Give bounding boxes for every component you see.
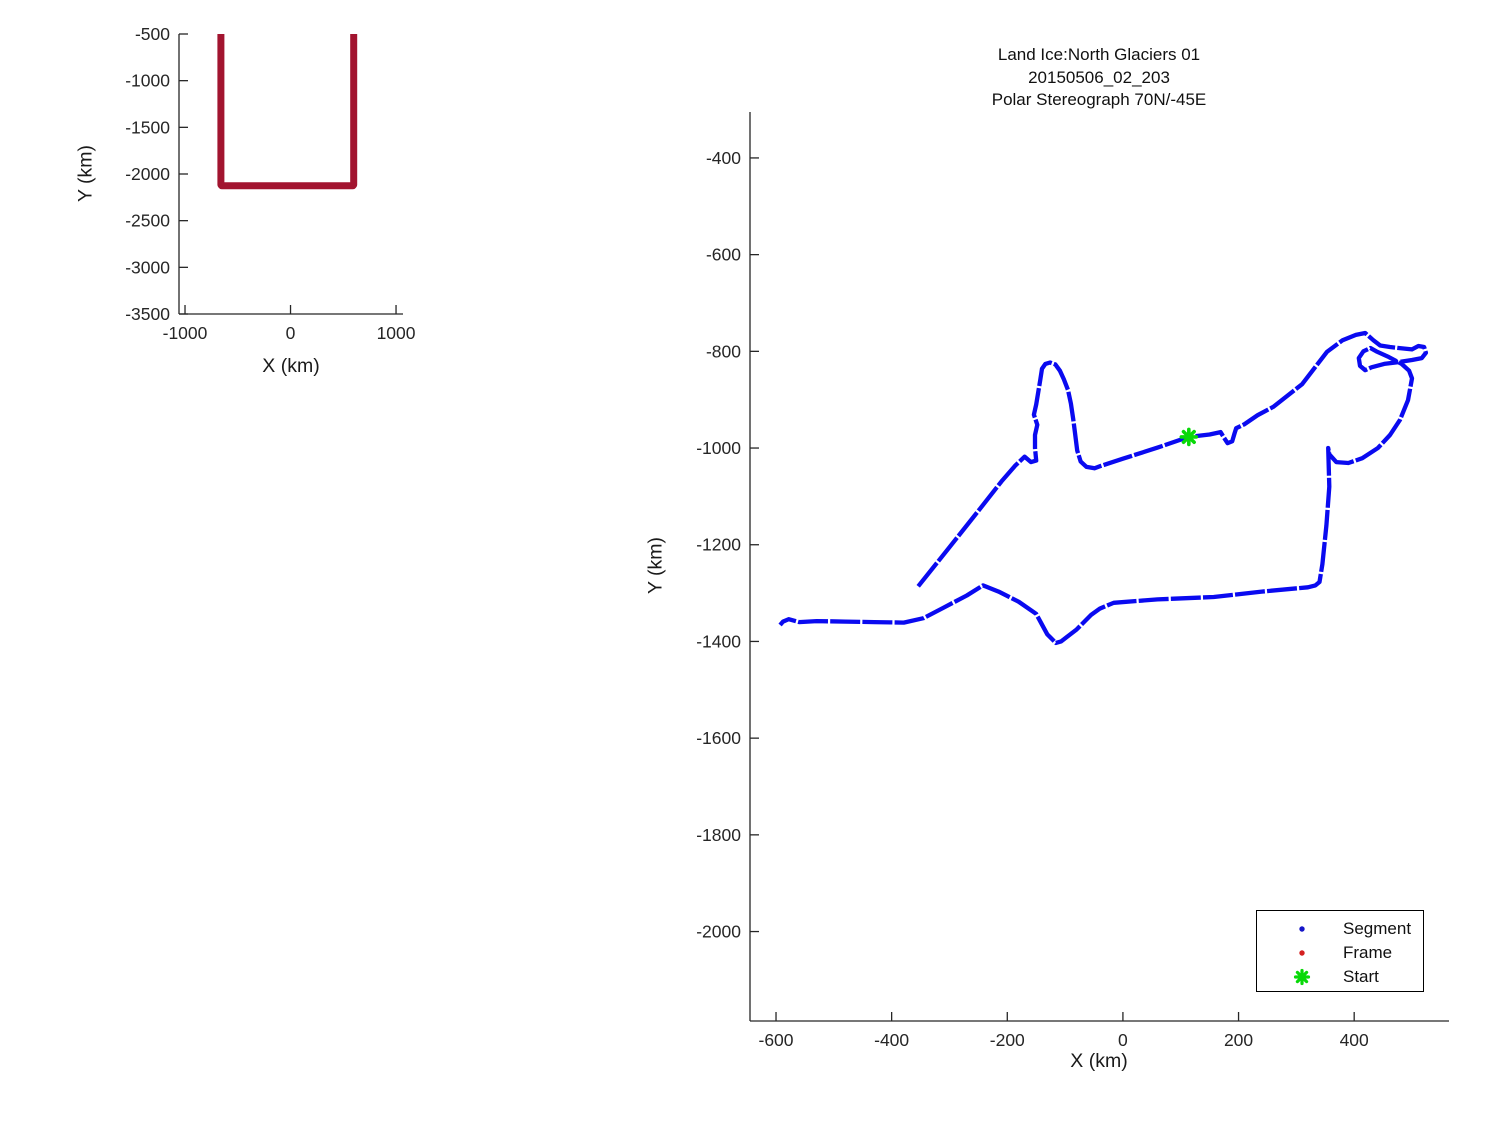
main-plot: -600 -400 -200 0 200 400-400-600-800-1000-120… xyxy=(696,112,1449,1050)
title-line-2: 20150506_02_203 xyxy=(1028,67,1170,87)
main-plot-x-tick-label: 0 xyxy=(1118,1030,1128,1050)
main-plot-y-tick-label: -1200 xyxy=(696,535,741,555)
overview-plot-x-tick-label: -1000 xyxy=(163,323,208,343)
legend-label-segment: Segment xyxy=(1343,919,1412,938)
main-plot-series-segment-path xyxy=(778,330,1429,646)
overview-plot-y-tick-label: -2500 xyxy=(125,211,170,231)
title-line-1: Land Ice:North Glaciers 01 xyxy=(997,45,1201,64)
legend-box: Segment Frame Start xyxy=(1256,910,1424,992)
start-marker xyxy=(1179,427,1199,447)
star-spoke xyxy=(1181,429,1196,445)
main-plot-y-tick-label: -1000 xyxy=(696,438,741,458)
overview-plot-x-tick-label: 0 xyxy=(286,323,296,343)
segment-dot-icon xyxy=(1299,926,1305,932)
main-plot-y-tick-label: -1600 xyxy=(696,728,741,748)
main-plot-y-tick-label: -400 xyxy=(706,148,741,168)
overview-plot-y-tick-label: -1000 xyxy=(125,71,170,91)
overview-plot-x-tick-label: 1000 xyxy=(377,323,416,343)
title-line-3: Polar Stereograph 70N/-45E xyxy=(991,90,1207,109)
main-plot-y-tick-label: -1800 xyxy=(696,825,741,845)
overview-plot-series-flight-track-overview-path xyxy=(217,34,358,190)
main-plot-x-tick-label: -200 xyxy=(990,1030,1025,1050)
main-plot-y-tick-label: -1400 xyxy=(696,631,741,651)
frame-dot-icon xyxy=(1299,950,1305,956)
overview-x-axis-label: X (km) xyxy=(262,355,320,377)
main-plot-y-tick-label: -2000 xyxy=(696,922,741,942)
main-plot-x-tick-label: 400 xyxy=(1340,1030,1369,1050)
overview-plot-y-tick-label: -3000 xyxy=(125,257,170,277)
main-plot-x-tick-label: -600 xyxy=(759,1030,794,1050)
overview-y-axis-label: Y (km) xyxy=(74,144,97,203)
main-plot-y-tick-label: -800 xyxy=(706,341,741,361)
overview-plot: -1000 0 1000 -500 -1000 -1500 -2000 -2500 -3000 -… xyxy=(125,24,416,343)
legend-label-start: Start xyxy=(1343,967,1379,986)
overview-plot-y-tick-label: -2000 xyxy=(125,164,170,184)
overview-plot-y-tick-label: -500 xyxy=(135,24,170,44)
main-x-axis-label: X (km) xyxy=(1070,1050,1128,1072)
main-plot-y-tick-label: -600 xyxy=(706,245,741,265)
main-y-axis-label: Y (km) xyxy=(644,536,667,595)
start-star-icon xyxy=(1293,968,1311,986)
main-plot-x-tick-label: -400 xyxy=(874,1030,909,1050)
legend-label-frame: Frame xyxy=(1343,943,1393,962)
overview-plot-y-tick-label: -1500 xyxy=(125,117,170,137)
main-plot-title: Land Ice:North Glaciers 01 20150506_02_2… xyxy=(899,44,1299,112)
main-plot-x-tick-label: 200 xyxy=(1224,1030,1253,1050)
overview-plot-y-tick-label: -3500 xyxy=(125,304,170,324)
